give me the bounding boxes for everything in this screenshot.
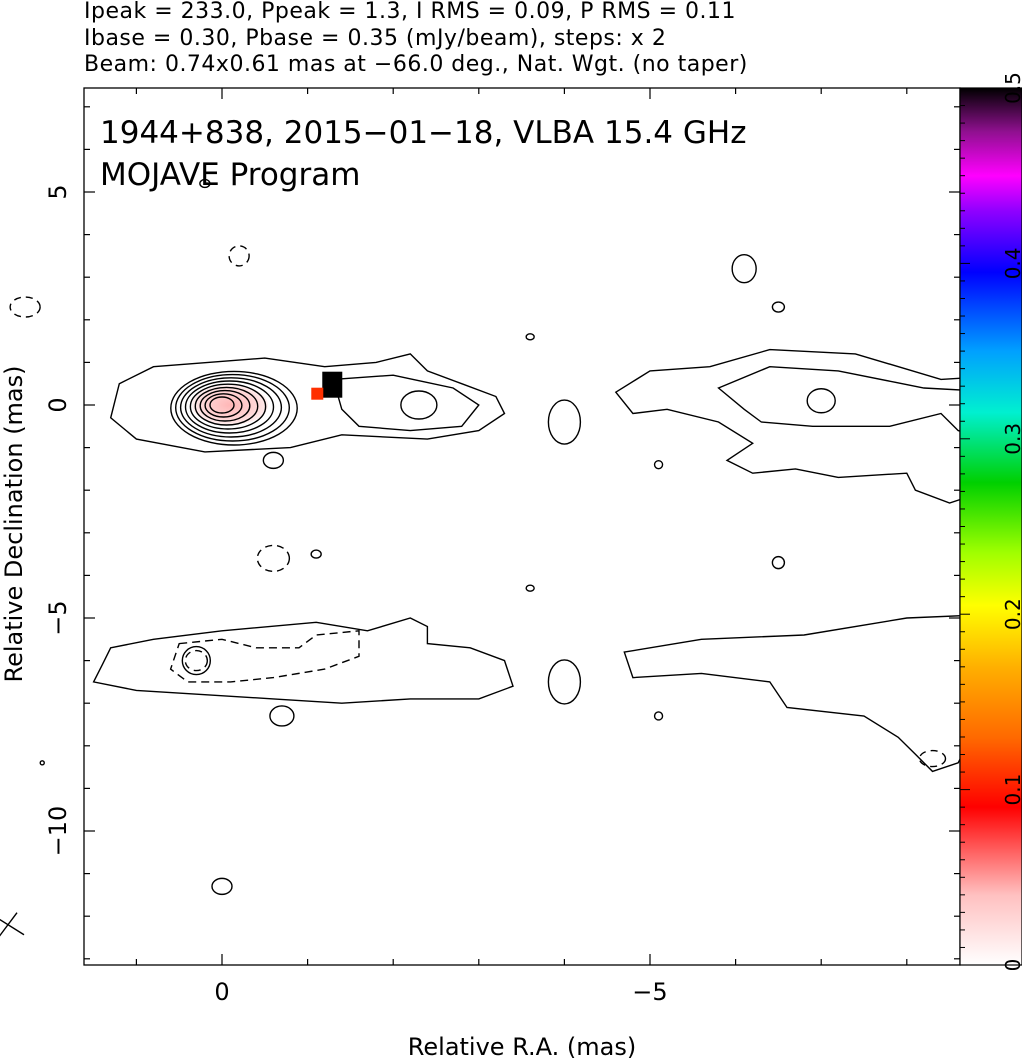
colorbar-tick-label: 0.3 bbox=[1001, 423, 1022, 455]
polarized-outer-contour bbox=[92, 617, 514, 704]
core-contour bbox=[189, 383, 267, 430]
colorbar-tick-label: 0.5 bbox=[1001, 72, 1022, 104]
x-axis-label: Relative R.A. (mas) bbox=[408, 1033, 636, 1061]
core-contour bbox=[199, 389, 251, 422]
core-contour bbox=[194, 386, 259, 426]
core-intensity bbox=[192, 385, 268, 425]
plot-title: 1944+838, 2015−01−18, VLBA 15.4 GHz bbox=[100, 115, 746, 151]
noise-blob bbox=[525, 333, 535, 341]
beam-axis-minor bbox=[0, 912, 18, 937]
y-tick-label: −10 bbox=[44, 806, 72, 857]
y-tick-label: 5 bbox=[44, 184, 72, 199]
tiny-blob bbox=[653, 459, 664, 470]
header-line-1: Ipeak = 233.0, Ppeak = 1.3, I RMS = 0.09… bbox=[84, 0, 736, 24]
negative-contour bbox=[256, 544, 291, 573]
noise-blob bbox=[731, 253, 757, 284]
colorbar-tick-label: 0.2 bbox=[1001, 598, 1022, 630]
colorbar-ticks: 0 0.1 0.2 0.3 0.4 0.5 bbox=[960, 72, 1022, 971]
y-tick-label: 0 bbox=[44, 397, 72, 412]
colorbar-tick-label: 0 bbox=[1001, 959, 1022, 972]
core-contour bbox=[179, 377, 283, 438]
header-line-3: Beam: 0.74x0.61 mas at −66.0 deg., Nat. … bbox=[84, 52, 748, 77]
lower-small-blob bbox=[269, 705, 295, 727]
negative-contour bbox=[228, 245, 250, 267]
negative-contour bbox=[9, 296, 41, 318]
tick-labels: 0−5−10−1550−5−10 bbox=[44, 184, 668, 1006]
jet-knot-contour-2 bbox=[400, 390, 438, 420]
tiny-blob bbox=[653, 711, 664, 721]
lower-blob bbox=[547, 659, 582, 705]
core-contour bbox=[204, 393, 243, 418]
header-line-2: Ibase = 0.30, Pbase = 0.35 (mJy/beam), s… bbox=[84, 26, 667, 51]
y-tick-label: −5 bbox=[44, 600, 72, 635]
x-tick-label: −5 bbox=[632, 978, 667, 1006]
core-contour bbox=[174, 373, 290, 442]
colorbar-tick-label: 0.4 bbox=[1001, 247, 1022, 279]
noise-dot bbox=[39, 760, 45, 766]
polarized-dashed-contour bbox=[169, 630, 360, 683]
polarized-dashed-blob bbox=[184, 649, 209, 672]
core-contour bbox=[209, 396, 235, 414]
jet-small-blob bbox=[262, 451, 285, 470]
polarization-peak bbox=[322, 371, 343, 398]
extended-core-contour bbox=[806, 388, 836, 414]
core-contour bbox=[170, 370, 298, 446]
jet-knot-contour-1 bbox=[332, 374, 480, 432]
noise-blob bbox=[525, 584, 535, 592]
noise-blob bbox=[310, 549, 322, 559]
noise-blob bbox=[211, 877, 233, 896]
colorbar bbox=[960, 88, 1022, 965]
noise-blob bbox=[771, 555, 786, 570]
polarized-inner-contour bbox=[181, 645, 212, 676]
contours bbox=[0, 178, 1022, 937]
y-axis-label: Relative Declination (mas) bbox=[0, 365, 28, 682]
core-contour bbox=[184, 380, 275, 434]
plot-subtitle: MOJAVE Program bbox=[100, 157, 360, 193]
axis-ticks bbox=[84, 88, 960, 965]
noise-blob bbox=[771, 301, 786, 313]
polarization-edge bbox=[311, 387, 324, 400]
negative-contour bbox=[918, 749, 947, 768]
jet-blob bbox=[547, 399, 582, 445]
jet-outer-contour bbox=[109, 353, 506, 453]
x-tick-label: 0 bbox=[214, 978, 229, 1006]
plot-frame bbox=[83, 87, 961, 966]
noise-blob bbox=[199, 178, 211, 189]
colorbar-tick-label: 0.1 bbox=[1001, 774, 1022, 806]
